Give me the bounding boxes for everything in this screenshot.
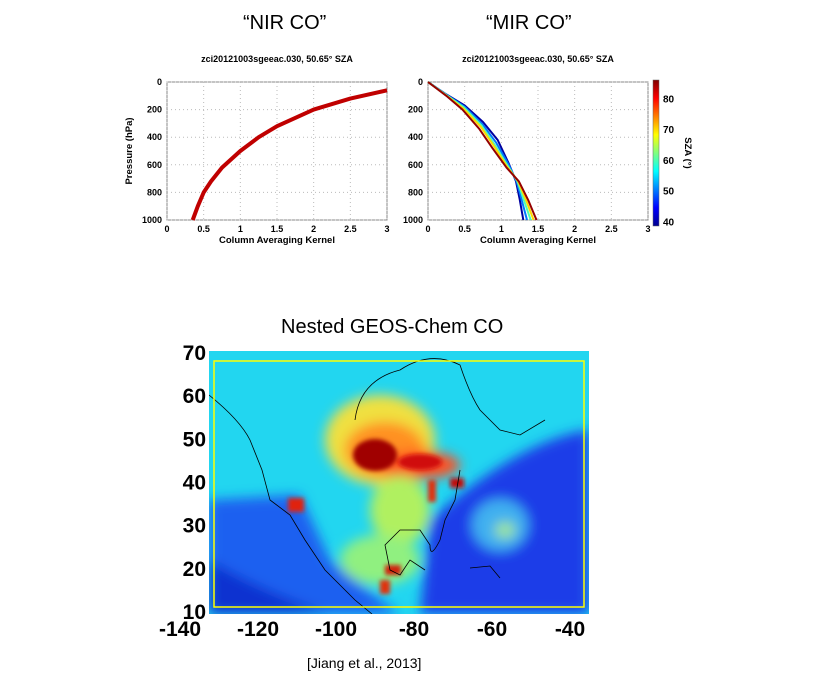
- map-y-tick-label: 50: [183, 428, 206, 451]
- y-tick-label: 200: [147, 105, 162, 115]
- series-line: [427, 81, 538, 221]
- map-y-tick-label: 70: [183, 342, 206, 365]
- y-tick-label: 800: [408, 187, 423, 197]
- y-tick-label: 600: [408, 160, 423, 170]
- map-y-tick-label: 60: [183, 385, 206, 408]
- y-tick-label: 800: [147, 187, 162, 197]
- map-x-tick-label: -80: [399, 618, 429, 641]
- map-x-tick-label: -40: [555, 618, 585, 641]
- x-tick-label: 1.5: [271, 224, 284, 234]
- colorbar-tick-label: 70: [663, 125, 675, 136]
- map-y-tick-label: 40: [183, 472, 206, 495]
- citation: [Jiang et al., 2013]: [307, 655, 422, 671]
- colorbar-label: SZA (°): [682, 137, 693, 168]
- y-axis-label: Pressure (hPa): [124, 117, 135, 184]
- x-tick-label: 2.5: [344, 224, 357, 234]
- x-tick-label: 1: [499, 224, 504, 234]
- map-title: Nested GEOS-Chem CO: [281, 316, 504, 338]
- x-tick-label: 1.5: [532, 224, 545, 234]
- x-tick-label: 2: [572, 224, 577, 234]
- x-tick-label: 0.5: [458, 224, 471, 234]
- colorbar-tick-label: 60: [663, 156, 675, 167]
- x-tick-label: 2: [311, 224, 316, 234]
- map-x-tick-label: -140: [159, 618, 201, 641]
- y-tick-label: 0: [418, 77, 423, 87]
- x-axis-label: Column Averaging Kernel: [219, 235, 335, 246]
- map-y-tick-label: 10: [183, 601, 206, 624]
- co-map: [209, 351, 589, 614]
- y-tick-label: 0: [157, 77, 162, 87]
- y-tick-label: 400: [147, 132, 162, 142]
- map-x-tick-label: -60: [477, 618, 507, 641]
- nir-co-label: “NIR CO”: [243, 12, 327, 34]
- x-tick-label: 0: [425, 224, 430, 234]
- map-x-tick-label: -100: [315, 618, 357, 641]
- map-x-tick-label: -120: [237, 618, 279, 641]
- chart-title: zci20121003sgeeac.030, 50.65° SZA: [201, 54, 353, 64]
- x-tick-label: 3: [645, 224, 650, 234]
- nested-domain-box: [213, 360, 585, 608]
- x-tick-label: 2.5: [605, 224, 618, 234]
- colorbar-tick-label: 40: [663, 217, 675, 228]
- colorbar-tick-label: 50: [663, 187, 675, 198]
- x-tick-label: 0: [164, 224, 169, 234]
- y-tick-label: 1000: [142, 215, 162, 225]
- series-line: [190, 88, 388, 221]
- colorbar: [652, 79, 660, 227]
- y-tick-label: 400: [408, 132, 423, 142]
- chart-title: zci20121003sgeeac.030, 50.65° SZA: [462, 54, 614, 64]
- colorbar-tick-label: 80: [663, 94, 675, 105]
- x-tick-label: 3: [384, 224, 389, 234]
- y-tick-label: 600: [147, 160, 162, 170]
- y-tick-label: 200: [408, 105, 423, 115]
- x-tick-label: 0.5: [197, 224, 210, 234]
- x-axis-label: Column Averaging Kernel: [480, 235, 596, 246]
- coastlines: [209, 358, 546, 614]
- y-tick-label: 1000: [403, 215, 423, 225]
- map-y-tick-label: 30: [183, 515, 206, 538]
- map-y-tick-label: 20: [183, 558, 206, 581]
- x-tick-label: 1: [238, 224, 243, 234]
- mir-co-label: “MIR CO”: [486, 12, 572, 34]
